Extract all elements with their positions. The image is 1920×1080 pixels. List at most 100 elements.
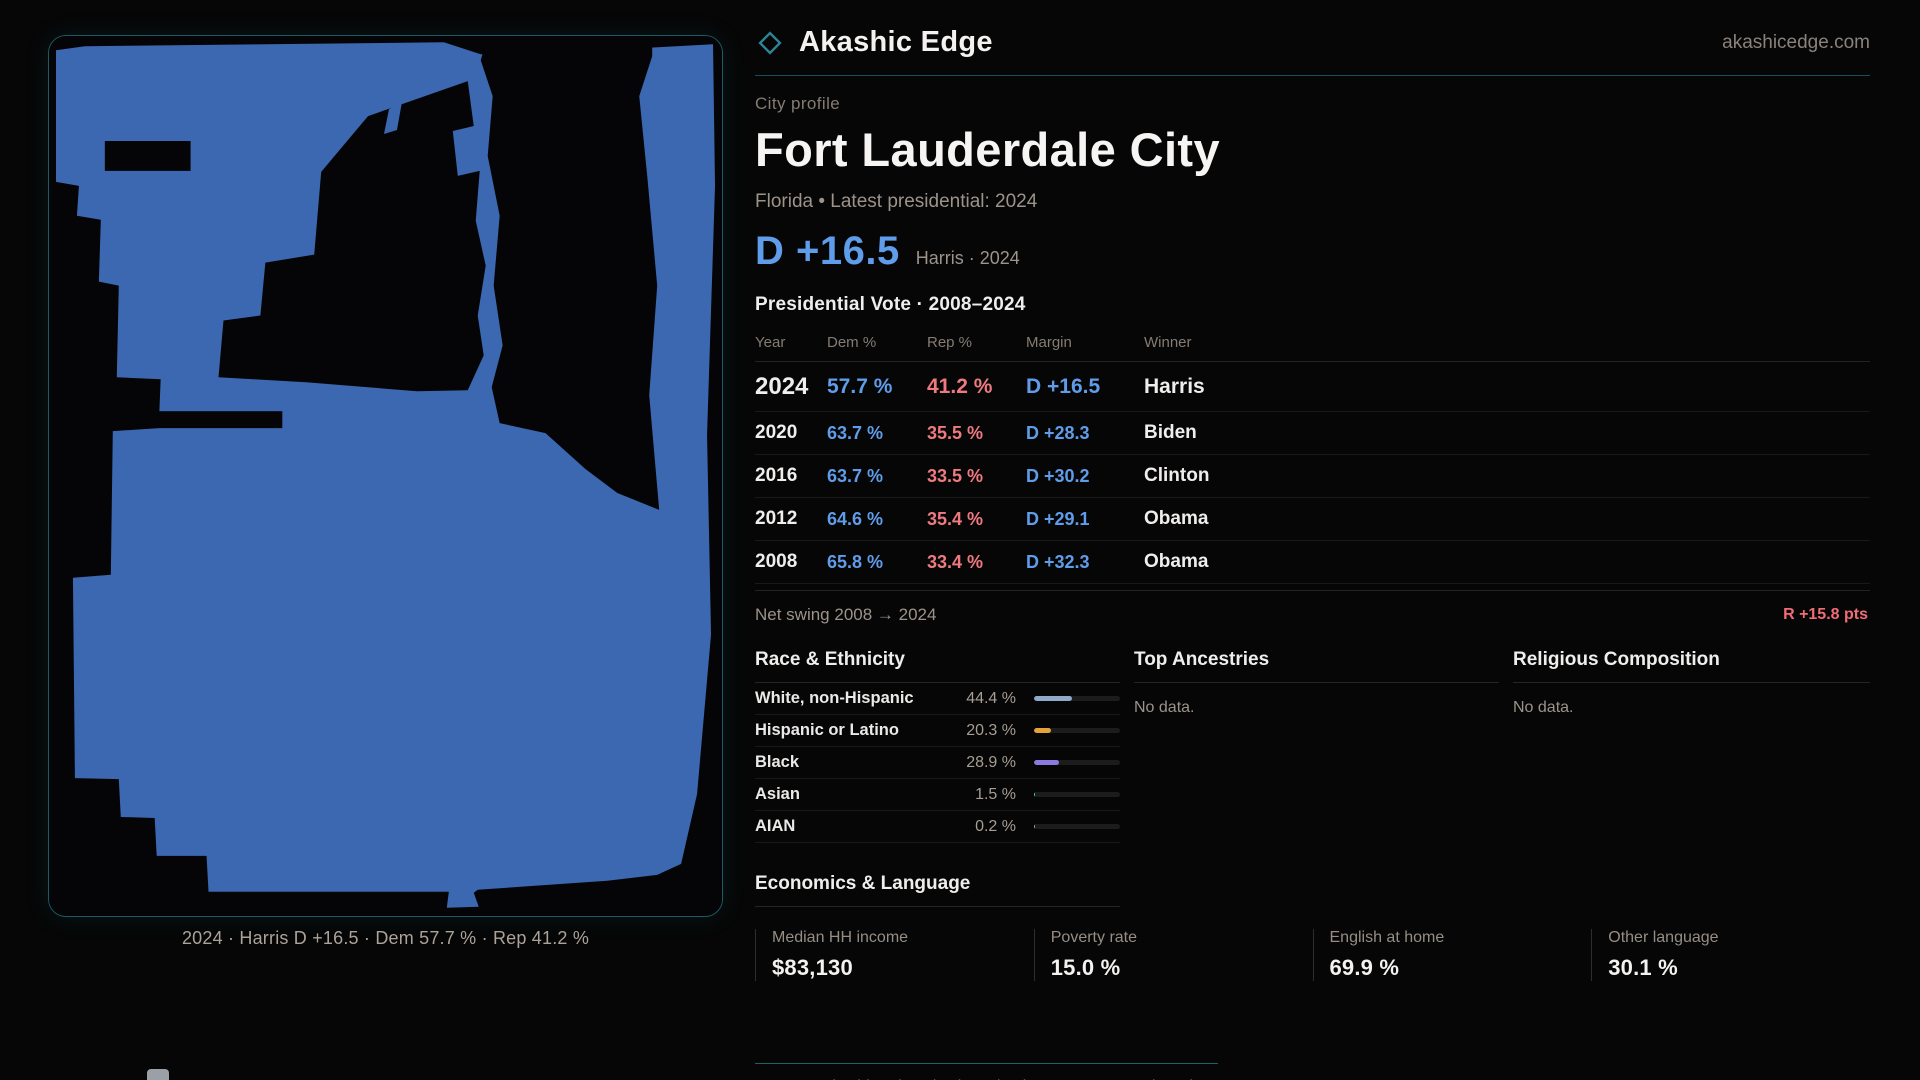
net-swing-label: Net swing 2008 → 2024 xyxy=(755,605,937,624)
race-ethnicity-panel: Race & Ethnicity White, non-Hispanic 44.… xyxy=(755,649,1120,843)
race-value: 44.4 % xyxy=(966,689,1016,707)
cell-winner: Obama xyxy=(1144,551,1209,572)
cell-year: 2016 xyxy=(755,465,798,486)
table-header-row: Year Dem % Rep % Margin Winner xyxy=(755,328,1870,362)
table-row: 2016 63.7 % 33.5 % D +30.2 Clinton xyxy=(755,455,1870,498)
cell-winner: Harris xyxy=(1144,374,1205,398)
race-label: White, non-Hispanic xyxy=(755,689,914,707)
sources-text: Sources: Akashic Edge elections database… xyxy=(755,1078,1870,1080)
religious-composition-title: Religious Composition xyxy=(1513,649,1870,683)
stat-english-at-home: English at home 69.9 % xyxy=(1312,929,1592,981)
ancestries-no-data: No data. xyxy=(1134,699,1195,716)
cell-rep: 41.2 % xyxy=(927,374,993,398)
stat-value: 30.1 % xyxy=(1608,955,1678,980)
race-label: Asian xyxy=(755,785,800,803)
race-value: 28.9 % xyxy=(966,753,1016,771)
stat-label: English at home xyxy=(1329,929,1445,946)
cell-winner: Obama xyxy=(1144,508,1209,529)
latest-margin-headline: D +16.5 Harris · 2024 xyxy=(755,229,1870,274)
demographics-section: Race & Ethnicity White, non-Hispanic 44.… xyxy=(755,649,1870,843)
race-ethnicity-title: Race & Ethnicity xyxy=(755,649,1120,683)
stat-label: Other language xyxy=(1608,929,1719,946)
presidential-vote-table: Year Dem % Rep % Margin Winner 2024 57.7… xyxy=(755,328,1870,584)
latest-margin-context: Harris · 2024 xyxy=(915,248,1020,268)
cell-rep: 35.4 % xyxy=(927,508,984,529)
stat-median-hh-income: Median HH income $83,130 xyxy=(755,929,1034,981)
col-dem: Dem % xyxy=(827,334,877,351)
cell-dem: 63.7 % xyxy=(827,422,884,443)
race-bar xyxy=(1034,792,1120,797)
economics-stats: Median HH income $83,130 Poverty rate 15… xyxy=(755,929,1870,981)
cell-year: 2024 xyxy=(755,372,809,400)
table-row: 2020 63.7 % 35.5 % D +28.3 Biden xyxy=(755,412,1870,455)
stat-value: 69.9 % xyxy=(1329,955,1400,980)
cell-winner: Biden xyxy=(1144,422,1197,443)
net-swing-row: Net swing 2008 → 2024 R +15.8 pts xyxy=(755,590,1870,625)
map-caption: 2024 · Harris D +16.5 · Dem 57.7 % · Rep… xyxy=(181,928,590,948)
stat-label: Median HH income xyxy=(772,929,909,946)
stat-other-language: Other language 30.1 % xyxy=(1591,929,1870,981)
race-value: 0.2 % xyxy=(975,817,1016,835)
cell-margin: D +29.1 xyxy=(1026,508,1090,529)
race-row: Black 28.9 % xyxy=(755,747,1120,779)
col-margin: Margin xyxy=(1026,334,1072,351)
cell-year: 2020 xyxy=(755,422,798,443)
brand-name: Akashic Edge xyxy=(799,26,993,58)
cell-margin: D +28.3 xyxy=(1026,422,1090,443)
cell-margin: D +32.3 xyxy=(1026,551,1090,572)
race-row: White, non-Hispanic 44.4 % xyxy=(755,683,1120,715)
religious-composition-panel: Religious Composition No data. xyxy=(1513,649,1870,843)
latest-margin-value: D +16.5 xyxy=(755,229,900,273)
cell-dem: 65.8 % xyxy=(827,551,884,572)
race-row: AIAN 0.2 % xyxy=(755,811,1120,843)
table-row: 2008 65.8 % 33.4 % D +32.3 Obama xyxy=(755,541,1870,584)
bottom-edge-notch xyxy=(147,1069,169,1080)
stat-label: Poverty rate xyxy=(1050,929,1138,946)
race-bar xyxy=(1034,824,1120,829)
col-rep: Rep % xyxy=(927,334,973,351)
stat-value: $83,130 xyxy=(772,955,853,980)
race-bar xyxy=(1034,696,1120,701)
race-bar xyxy=(1034,760,1120,765)
cell-dem: 57.7 % xyxy=(827,374,893,398)
profile-content: Akashic Edge akashicedge.com City profil… xyxy=(755,26,1870,1080)
col-winner: Winner xyxy=(1144,334,1192,351)
cell-dem: 63.7 % xyxy=(827,465,884,486)
race-label: Hispanic or Latino xyxy=(755,721,899,739)
footer-divider xyxy=(755,1063,1218,1064)
cell-rep: 33.4 % xyxy=(927,551,984,572)
race-value: 1.5 % xyxy=(975,785,1016,803)
table-row: 2012 64.6 % 35.4 % D +29.1 Obama xyxy=(755,498,1870,541)
page-subtitle: Florida • Latest presidential: 2024 xyxy=(755,191,1038,212)
cell-margin: D +16.5 xyxy=(1026,374,1101,398)
net-swing-value: R +15.8 pts xyxy=(1783,606,1868,623)
cell-year: 2008 xyxy=(755,551,798,572)
stat-poverty-rate: Poverty rate 15.0 % xyxy=(1033,929,1313,981)
cell-margin: D +30.2 xyxy=(1026,465,1090,486)
race-value: 20.3 % xyxy=(966,721,1016,739)
city-map-panel xyxy=(48,35,723,917)
cell-rep: 33.5 % xyxy=(927,465,984,486)
economics-title: Economics & Language xyxy=(755,873,1120,907)
brand: Akashic Edge xyxy=(755,26,993,59)
site-header: Akashic Edge akashicedge.com xyxy=(755,26,1870,76)
cell-rep: 35.5 % xyxy=(927,422,984,443)
vote-table-title: Presidential Vote · 2008–2024 xyxy=(755,294,1026,315)
brand-domain-link[interactable]: akashicedge.com xyxy=(1722,31,1870,53)
race-bar xyxy=(1034,728,1120,733)
religion-no-data: No data. xyxy=(1513,699,1574,716)
city-boundary-map xyxy=(49,36,722,916)
kicker: City profile xyxy=(755,94,841,113)
cell-year: 2012 xyxy=(755,508,798,529)
top-ancestries-panel: Top Ancestries No data. xyxy=(1134,649,1499,843)
race-label: AIAN xyxy=(755,817,796,835)
race-label: Black xyxy=(755,753,800,771)
cell-winner: Clinton xyxy=(1144,465,1210,486)
race-row: Hispanic or Latino 20.3 % xyxy=(755,715,1120,747)
diamond-icon xyxy=(758,30,782,55)
stat-value: 15.0 % xyxy=(1050,955,1121,980)
top-ancestries-title: Top Ancestries xyxy=(1134,649,1499,683)
table-row: 2024 57.7 % 41.2 % D +16.5 Harris xyxy=(755,362,1870,412)
col-year: Year xyxy=(755,334,786,351)
race-row: Asian 1.5 % xyxy=(755,779,1120,811)
